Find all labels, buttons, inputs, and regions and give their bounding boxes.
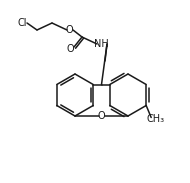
Text: CH₃: CH₃	[146, 113, 164, 124]
Text: Cl: Cl	[17, 18, 27, 28]
Text: O: O	[66, 44, 74, 54]
Text: O: O	[98, 111, 105, 121]
Text: NH: NH	[94, 39, 108, 49]
Text: O: O	[65, 25, 73, 35]
